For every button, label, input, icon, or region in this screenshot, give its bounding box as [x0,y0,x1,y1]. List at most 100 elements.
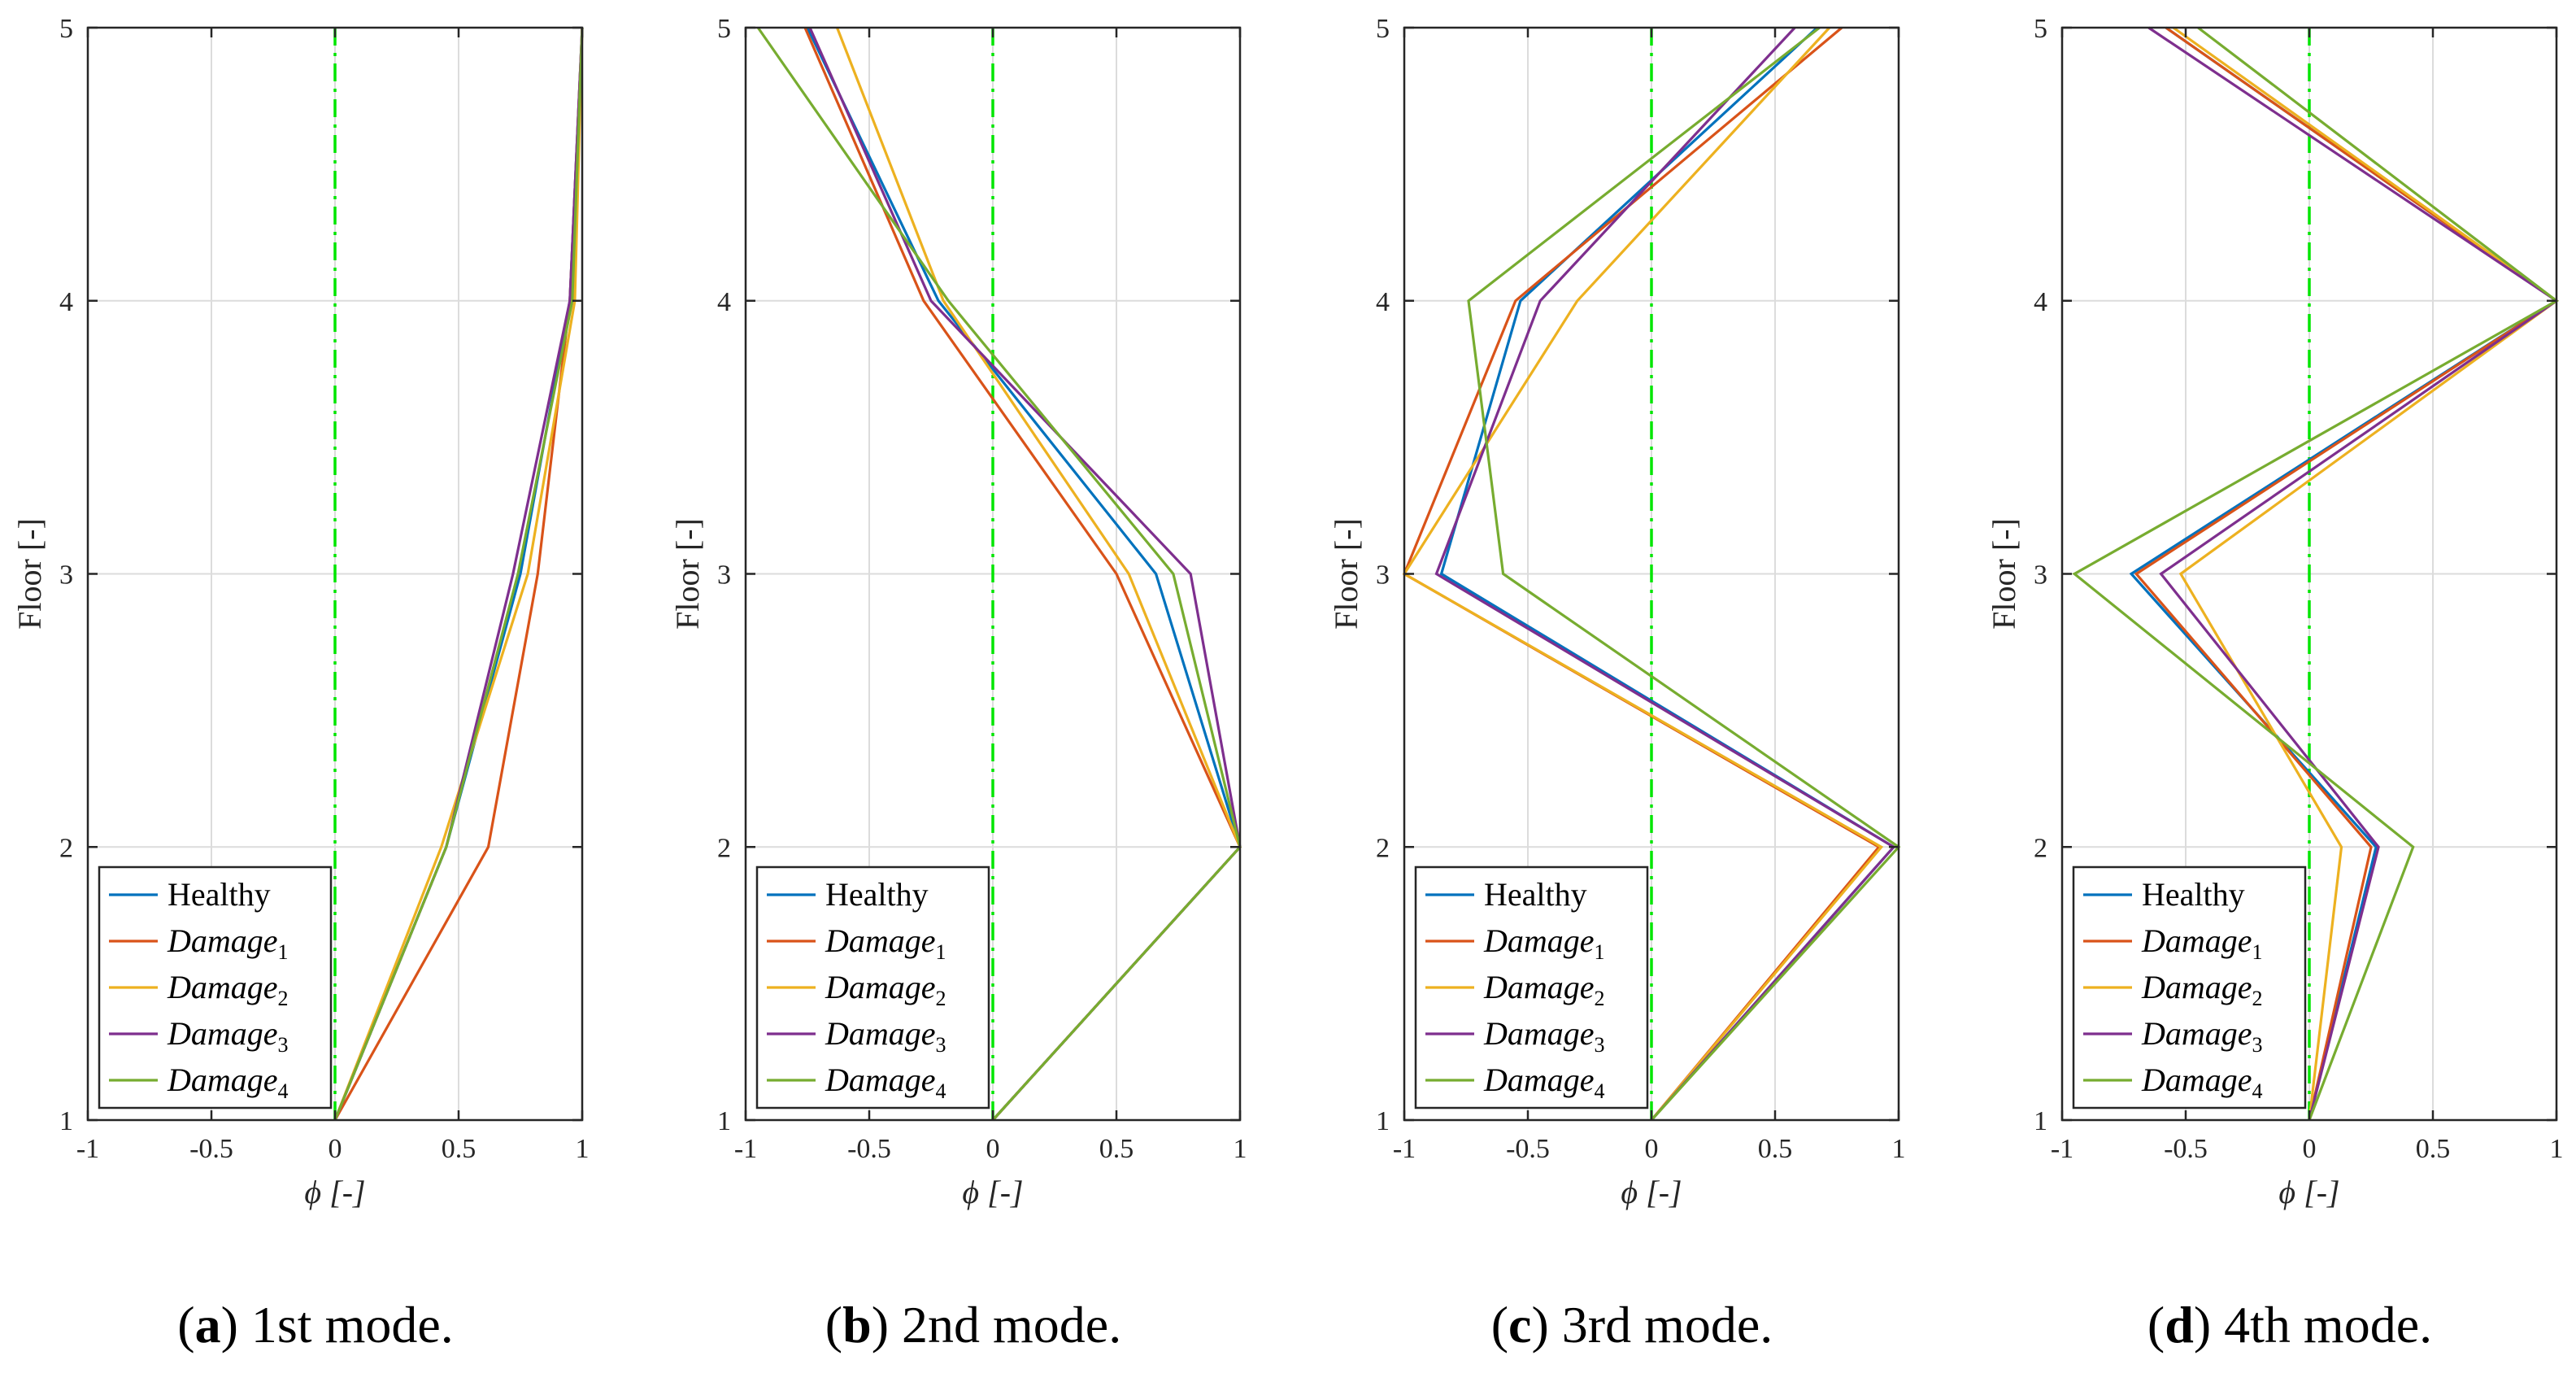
legend-label-damage3: Damage3 [825,1015,946,1057]
legend-label-subscript: 3 [2252,1033,2263,1057]
x-tick-label: -1 [734,1134,757,1164]
caption-close-paren: ) [2194,1296,2211,1354]
y-tick-label: 4 [59,287,73,317]
legend-label-healthy: Healthy [168,876,271,913]
legend-label-damage4: Damage4 [167,1062,289,1103]
series-line-damage4 [333,27,584,1121]
legend-label-base: Healthy [1484,876,1587,913]
y-tick-label: 3 [717,560,731,591]
legend-label-damage3: Damage3 [167,1015,289,1057]
series-line-damage2 [2172,26,2559,1121]
caption-letter: c [1508,1296,1531,1354]
legend-label-base: Damage [2141,1062,2252,1098]
legend-label-damage2: Damage2 [1483,969,1605,1010]
y-tick-label: 2 [717,833,731,863]
legend-label-healthy: Healthy [2142,876,2245,913]
legend-label-subscript: 4 [2252,1079,2263,1103]
legend-label-base: Damage [825,1015,936,1052]
x-tick-label: 0.5 [1099,1134,1134,1164]
x-tick-label: -0.5 [1506,1134,1550,1164]
y-tick-label: 4 [2034,287,2047,317]
legend-label-base: Healthy [168,876,271,913]
legend-label-subscript: 2 [936,987,946,1010]
x-tick-label: -0.5 [847,1134,891,1164]
x-tick-label: -0.5 [2164,1134,2208,1164]
legend-label-subscript: 4 [278,1079,289,1103]
caption-letter: b [842,1296,872,1354]
x-axis-label: ϕ [-] [1621,1174,1682,1210]
y-tick-label: 1 [59,1106,73,1136]
legend-label-base: Damage [167,1015,278,1052]
series-line-damage1 [2134,26,2559,1121]
legend-label-base: Damage [1483,1015,1595,1052]
caption-letter: d [2165,1296,2194,1354]
y-axis-label: Floor [-] [669,518,706,630]
panel-caption: (d) 4th mode. [2147,1296,2432,1354]
y-axis-label: Floor [-] [1328,518,1364,630]
series-line-damage3 [2147,26,2559,1121]
x-tick-label: 0 [2303,1134,2317,1164]
panel-caption: (c) 3rd mode. [1491,1296,1773,1354]
legend-label-subscript: 4 [936,1079,946,1103]
x-tick-label: 0.5 [2416,1134,2451,1164]
y-tick-label: 1 [717,1106,731,1136]
legend-label-base: Damage [825,1062,936,1098]
y-tick-label: 3 [2034,560,2047,591]
x-tick-label: -1 [2051,1134,2073,1164]
x-axis-label: ϕ [-] [962,1174,1023,1210]
caption-open-paren: ( [825,1296,842,1354]
legend-label-damage3: Damage3 [2141,1015,2263,1057]
caption-text: 1st mode. [238,1296,454,1354]
legend-label-base: Damage [167,1062,278,1098]
y-tick-label: 2 [2034,833,2047,863]
legend-label-damage3: Damage3 [1483,1015,1605,1057]
x-tick-label: 1 [576,1134,590,1164]
y-axis-label: Floor [-] [11,518,48,630]
caption-close-paren: ) [872,1296,889,1354]
legend-label-base: Damage [1483,922,1595,959]
legend-label-damage4: Damage4 [2141,1062,2263,1103]
y-tick-label: 4 [717,287,731,317]
legend-label-subscript: 1 [1595,940,1605,964]
legend-label-base: Damage [825,922,936,959]
legend-label-base: Damage [167,922,278,959]
y-tick-label: 3 [1376,560,1390,591]
y-tick-label: 5 [2034,14,2047,44]
caption-text: 2nd mode. [889,1296,1121,1354]
x-tick-label: 0.5 [442,1134,476,1164]
caption-close-paren: ) [1531,1296,1548,1354]
series-line-damage2 [333,27,584,1121]
legend-label-base: Healthy [825,876,929,913]
legend-label-damage1: Damage1 [167,922,289,964]
legend-label-subscript: 1 [2252,940,2263,964]
y-tick-label: 1 [1376,1106,1390,1136]
caption-open-paren: ( [1491,1296,1508,1354]
y-tick-label: 5 [1376,14,1390,44]
y-tick-label: 5 [717,14,731,44]
x-tick-label: 0 [1645,1134,1659,1164]
caption-close-paren: ) [221,1296,238,1354]
legend-label-subscript: 2 [1595,987,1605,1010]
legend-label-subscript: 4 [1595,1079,1605,1103]
legend-label-subscript: 2 [2252,987,2263,1010]
caption-text: 4th mode. [2211,1296,2432,1354]
x-tick-label: 1 [1234,1134,1247,1164]
legend-label-damage1: Damage1 [2141,922,2263,964]
legend-label-subscript: 1 [278,940,289,964]
caption-text: 3rd mode. [1549,1296,1773,1354]
legend-label-healthy: Healthy [1484,876,1587,913]
y-tick-label: 5 [59,14,73,44]
chart-panel-2: -1 -0.5 0 0.5 1 1 2 3 4 5 ϕ [-] Floor [-] Healthy Dam… [669,14,1247,1354]
x-tick-label: -1 [76,1134,99,1164]
panel-caption: (b) 2nd mode. [825,1296,1121,1354]
panel-caption: (a) 1st mode. [177,1296,454,1354]
legend-label-healthy: Healthy [825,876,929,913]
x-axis-label: ϕ [-] [304,1174,365,1210]
series-line-damage4 [1467,26,1901,1122]
x-tick-label: 0.5 [1758,1134,1793,1164]
chart-panel-4: -1 -0.5 0 0.5 1 1 2 3 4 5 ϕ [-] Floor [-] Healthy Dam… [1986,14,2564,1354]
x-axis-label: ϕ [-] [2278,1174,2339,1210]
